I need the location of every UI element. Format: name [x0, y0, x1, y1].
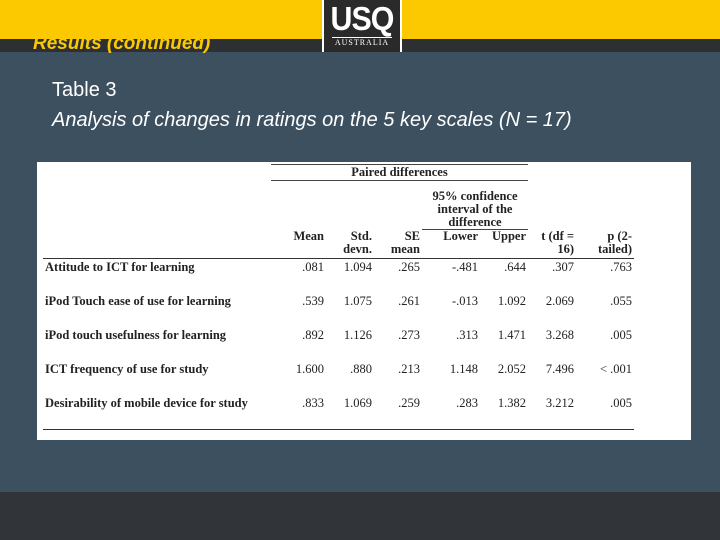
table-cell: 3.268	[545, 327, 574, 342]
table-label: Table 3	[52, 79, 117, 101]
table-cell: < .001	[599, 361, 632, 376]
table-cell: .213	[398, 361, 420, 376]
table-cell: .644	[504, 259, 526, 274]
table-cell: .261	[398, 293, 420, 308]
table-cell: .055	[610, 293, 632, 308]
table-cell: 1.471	[497, 327, 526, 342]
row-label: Attitude to ICT for learning	[45, 259, 195, 274]
table-cell: -.013	[451, 293, 478, 308]
table-cell: 3.212	[528, 394, 576, 430]
table-cell: .833	[271, 394, 326, 430]
table-row: iPod Touch ease of use for learning .539 1…	[43, 293, 634, 327]
column-header: p (2-tailed)	[576, 229, 634, 259]
table-row: Desirability of mobile device for study.…	[43, 394, 634, 430]
table-cell: .307	[552, 259, 574, 274]
table-cell: .313	[456, 327, 478, 342]
table-cell: 1.094	[343, 259, 372, 274]
table-cell: .005	[610, 327, 632, 342]
table-cell: -.481	[451, 259, 478, 274]
column-header-row: Mean Std. devn. SE mean Lower Upper t (d…	[43, 229, 634, 259]
header-row-group: Paired differences	[43, 164, 634, 181]
table-cell: 2.069	[545, 293, 574, 308]
table-cell: .273	[398, 327, 420, 342]
row-label: iPod Touch ease of use for learning	[45, 293, 231, 308]
table-cell: .265	[398, 259, 420, 274]
table-cell: .763	[610, 259, 632, 274]
table-cell: 1.092	[497, 293, 526, 308]
table-cell: .259	[374, 394, 422, 430]
table-cell: 1.126	[343, 327, 372, 342]
table-row: ICT frequency of use for study 1.600 .880.…	[43, 361, 634, 395]
table-cell: 1.075	[343, 293, 372, 308]
table-title: Analysis of changes in ratings on the 5 …	[52, 109, 572, 131]
column-header: Upper	[480, 229, 528, 259]
table-cell: 1.600	[295, 361, 324, 376]
logo-sub-text: AUSTRALIA	[334, 38, 390, 47]
results-table: Paired differences 95% confidence interv…	[43, 164, 634, 430]
column-header: Std. devn.	[326, 229, 374, 259]
table-cell: .880	[350, 361, 372, 376]
row-label: Desirability of mobile device for study	[43, 394, 271, 430]
table-cell: 1.148	[449, 361, 478, 376]
usq-logo: USQ AUSTRALIA	[322, 0, 402, 52]
table-cell: .539	[302, 293, 324, 308]
column-header: Mean	[271, 229, 326, 259]
bottom-banner	[0, 492, 720, 540]
table-cell: 2.052	[497, 361, 526, 376]
table-cell: 1.382	[480, 394, 528, 430]
row-label: iPod touch usefulness for learning	[45, 327, 227, 342]
table-cell: 1.069	[326, 394, 374, 430]
table-row: Attitude to ICT for learning .081 1.094 .26…	[43, 258, 634, 293]
table-cell: .005	[576, 394, 634, 430]
table-cell: .283	[422, 394, 480, 430]
table-cell: 7.496	[545, 361, 574, 376]
header-row-ci: 95% confidence interval of the differenc…	[43, 180, 634, 230]
table-cell: .892	[302, 327, 324, 342]
table-cell: .081	[302, 259, 324, 274]
ci-header: 95% confidence interval of the differenc…	[422, 180, 528, 230]
row-label: ICT frequency of use for study	[45, 361, 209, 376]
group-header: Paired differences	[271, 164, 528, 181]
logo-divider	[332, 37, 392, 38]
table-row: iPod touch usefulness for learning .892 1.…	[43, 327, 634, 361]
table-body: Attitude to ICT for learning .081 1.094 .26…	[43, 258, 634, 430]
column-header: Lower	[422, 229, 480, 259]
results-table-panel: Paired differences 95% confidence interv…	[37, 162, 691, 440]
slide-title: Results (continued)	[33, 33, 211, 54]
column-header: t (df = 16)	[528, 229, 576, 259]
column-header: SE mean	[374, 229, 422, 259]
logo-main-text: USQ	[330, 0, 394, 37]
